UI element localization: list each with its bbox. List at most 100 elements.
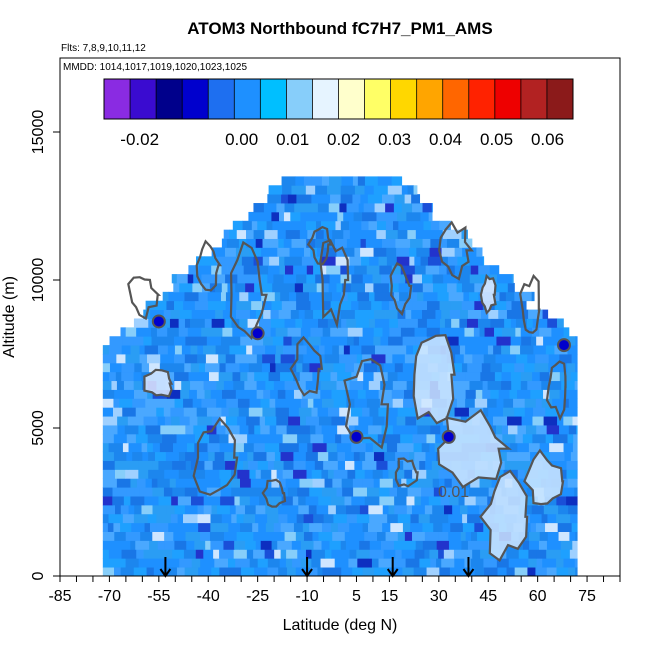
heatmap-cell [204, 309, 216, 319]
heatmap-cell [421, 229, 436, 239]
heatmap-cell [305, 380, 321, 390]
heatmap-cell [303, 531, 313, 541]
heatmap-cell [503, 398, 514, 408]
heatmap-cell [387, 433, 401, 444]
heatmap-cell [359, 540, 371, 550]
heatmap-cell [174, 371, 189, 382]
heatmap-cell [332, 478, 343, 488]
heatmap-cell [474, 300, 484, 310]
heatmap-cell [483, 558, 498, 568]
heatmap-cell [383, 549, 396, 559]
heatmap-cell [413, 185, 418, 195]
heatmap-cell [257, 220, 267, 231]
heatmap-cell [111, 380, 118, 390]
heatmap-cell [379, 478, 394, 488]
heatmap-cell [380, 380, 394, 390]
heatmap-cell [406, 380, 418, 390]
heatmap-cell [543, 416, 558, 426]
heatmap-cell [294, 354, 304, 364]
heatmap-cell [324, 549, 332, 559]
heatmap-cell [416, 247, 430, 257]
heatmap-cell [530, 389, 544, 399]
heatmap-cell [293, 522, 304, 532]
heatmap-cell [174, 362, 185, 373]
heatmap-cell [396, 460, 404, 470]
heatmap-cell [560, 549, 571, 559]
heatmap-cell [254, 371, 269, 382]
heatmap-cell [379, 398, 394, 408]
heatmap-cell [331, 416, 346, 426]
heatmap-cell [115, 504, 122, 515]
heatmap-cell [298, 496, 306, 506]
heatmap-cell [156, 407, 165, 417]
heatmap-cell [308, 203, 319, 213]
heatmap-cell [237, 398, 250, 408]
heatmap-cell [293, 469, 307, 479]
heatmap-cell [345, 540, 360, 550]
heatmap-cell [347, 265, 355, 275]
heatmap-cell [431, 203, 433, 213]
heatmap-cell [305, 460, 316, 470]
heatmap-cell [351, 389, 359, 399]
heatmap-cell [460, 265, 472, 275]
heatmap-cell [329, 540, 342, 550]
heatmap-cell [440, 425, 450, 435]
heatmap-cell [402, 362, 418, 373]
heatmap-cell [178, 469, 192, 479]
heatmap-cell [157, 549, 173, 559]
heatmap-cell [145, 425, 161, 435]
heatmap-cell [112, 487, 127, 497]
heatmap-cell [283, 460, 294, 470]
heatmap-cell [331, 389, 347, 399]
heatmap-cell [162, 336, 175, 346]
heatmap-cell [474, 282, 486, 293]
heatmap-cell [180, 389, 190, 399]
contour-line [479, 273, 497, 315]
heatmap-cell [373, 451, 385, 461]
heatmap-cell [216, 380, 225, 390]
heatmap-cell [527, 354, 536, 364]
heatmap-cell [201, 274, 217, 284]
heatmap-cell [346, 203, 360, 213]
heatmap-cell [255, 309, 264, 319]
heatmap-cell [389, 487, 398, 497]
y-tick-label: 0 [30, 571, 47, 580]
heatmap-cell [384, 345, 393, 355]
heatmap-cell [116, 478, 131, 488]
heatmap-cell [441, 309, 451, 319]
heatmap-cell [459, 504, 468, 515]
heatmap-cell [163, 487, 173, 497]
heatmap-cell [330, 300, 346, 310]
heatmap-cell [190, 460, 205, 470]
heatmap-cell [122, 407, 137, 417]
heatmap-cell [196, 407, 208, 417]
heatmap-cell [321, 398, 335, 408]
heatmap-cell [282, 487, 289, 497]
heatmap-cell [533, 345, 540, 355]
heatmap-cell [108, 549, 122, 559]
heatmap-cell [427, 300, 440, 310]
heatmap-cell [240, 371, 248, 382]
heatmap-cell [379, 265, 393, 275]
heatmap-cell [315, 229, 325, 239]
heatmap-cell [462, 522, 475, 532]
heatmap-cell [532, 371, 541, 382]
heatmap-cell [219, 469, 232, 479]
heatmap-cell [426, 433, 436, 444]
heatmap-cell [358, 416, 374, 426]
heatmap-cell [220, 496, 235, 506]
heatmap-cell [169, 478, 177, 488]
heatmap-cell [305, 549, 312, 559]
heatmap-cell [340, 185, 356, 195]
heatmap-cell [465, 398, 476, 408]
colorbar-swatch [104, 79, 131, 119]
heatmap-cell [133, 513, 149, 524]
heatmap-cell [335, 433, 342, 444]
heatmap-cell [249, 558, 259, 568]
heatmap-cell [458, 496, 465, 506]
heatmap-cell [336, 247, 345, 257]
heatmap-cell [497, 274, 513, 284]
heatmap-cell [378, 558, 394, 568]
heatmap-cell [501, 327, 516, 337]
heatmap-cell [221, 389, 237, 399]
